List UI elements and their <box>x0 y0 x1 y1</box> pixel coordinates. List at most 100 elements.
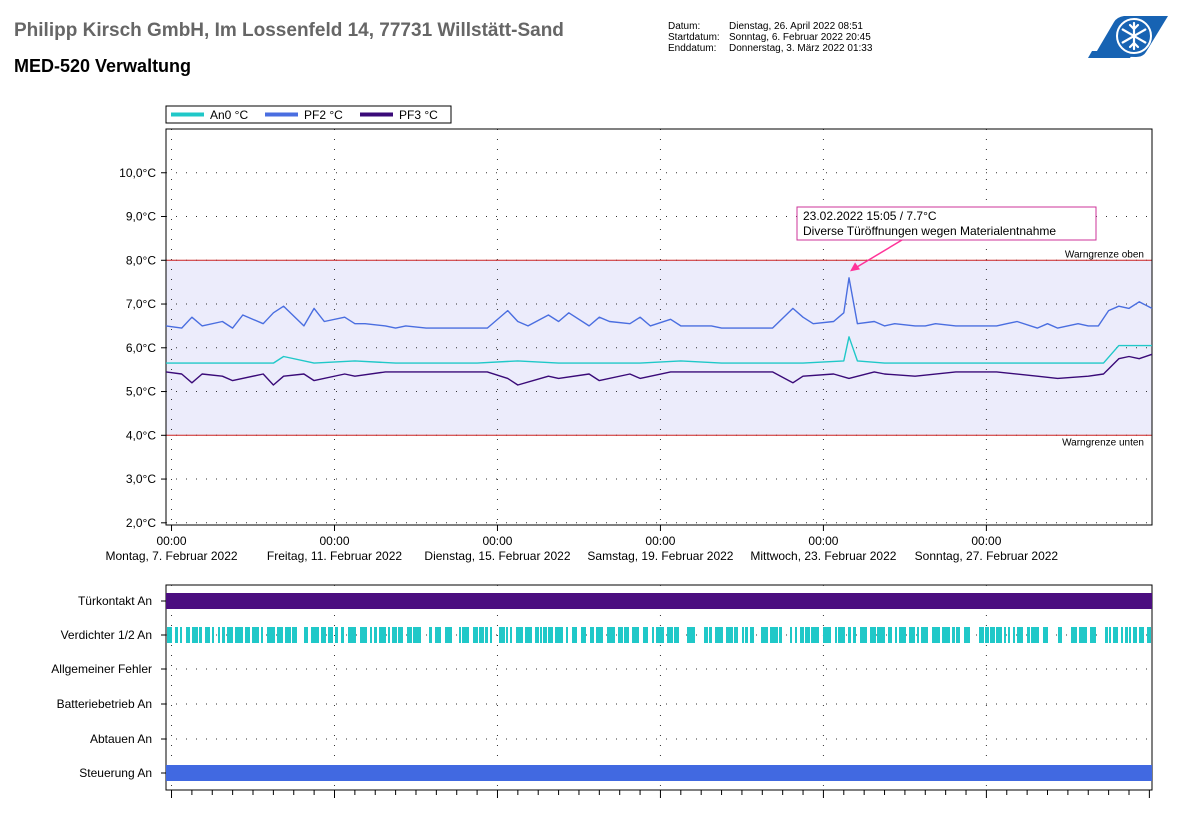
track-pulse <box>388 627 390 643</box>
track-pulse <box>1043 627 1048 643</box>
track-pulse <box>770 627 778 643</box>
track-pulse <box>921 627 928 643</box>
track-pulse <box>180 627 182 643</box>
track-pulse <box>341 627 344 643</box>
track-pulse <box>1008 627 1010 643</box>
track-pulse <box>277 627 283 643</box>
track-pulse <box>1071 627 1077 643</box>
track-pulse <box>392 627 397 643</box>
x-tick-time: 00:00 <box>482 534 512 548</box>
track-pulse <box>643 627 648 643</box>
y-tick-label: 2,0°C <box>126 516 156 530</box>
track-pulse <box>566 627 568 643</box>
y-tick-label: 6,0°C <box>126 341 156 355</box>
track-pulse <box>186 627 190 643</box>
x-tick-time: 00:00 <box>645 534 675 548</box>
series-line-an0 <box>166 336 1152 364</box>
warn-label-lower: Warngrenze unten <box>1062 437 1144 448</box>
track-pulse <box>245 627 250 643</box>
track-pulse <box>311 627 319 643</box>
meta-label: Enddatum: <box>668 43 717 54</box>
track-pulse <box>823 627 831 643</box>
track-pulse <box>687 627 695 643</box>
track-pulse <box>917 627 919 643</box>
meta-value: Dienstag, 26. April 2022 08:51 <box>729 21 863 32</box>
x-tick-time: 00:00 <box>157 534 187 548</box>
track-pulse <box>1004 627 1006 643</box>
meta-row-enddatum: Enddatum: Donnerstag, 3. März 2022 01:33 <box>668 43 872 54</box>
track-pulse <box>618 627 623 643</box>
meta-row-startdatum: Startdatum: Sonntag, 6. Februar 2022 20:… <box>668 32 872 43</box>
track-pulse <box>227 627 233 643</box>
x-tick-time: 00:00 <box>971 534 1001 548</box>
track-pulse <box>490 627 492 643</box>
track-pulse <box>750 627 754 643</box>
y-tick-label: 7,0°C <box>126 297 156 311</box>
track-pulse <box>1013 627 1015 643</box>
y-tick-label: 10,0°C <box>119 166 156 180</box>
track-pulse <box>860 627 867 643</box>
x-tick-date: Freitag, 11. Februar 2022 <box>267 549 403 563</box>
track-pulse <box>888 627 892 643</box>
track-pulse <box>848 627 851 643</box>
track-label: Verdichter 1/2 An <box>61 628 152 642</box>
track-pulse <box>790 627 792 643</box>
track-pulse <box>479 627 484 643</box>
track-pulse <box>292 627 297 643</box>
track-pulse <box>979 627 984 643</box>
x-tick-date: Montag, 7. Februar 2022 <box>105 549 237 563</box>
track-pulse <box>853 627 856 643</box>
track-pulse <box>899 627 906 643</box>
track-pulse <box>795 627 797 643</box>
track-pulse <box>1027 627 1030 643</box>
meta-value: Sonntag, 6. Februar 2022 20:45 <box>729 32 871 43</box>
company-name: Philipp Kirsch GmbH, Im Lossenfeld 14, 7… <box>14 20 564 41</box>
track-label: Türkontakt An <box>78 594 152 608</box>
track-pulse <box>429 627 432 643</box>
y-tick-label: 5,0°C <box>126 385 156 399</box>
track-pulse <box>506 627 508 643</box>
track-pulse <box>811 627 819 643</box>
track-pulse <box>942 627 950 643</box>
x-tick-date: Mittwoch, 23. Februar 2022 <box>750 549 896 563</box>
track-pulse <box>985 627 989 643</box>
track-pulse <box>674 627 679 643</box>
track-pulse <box>374 627 377 643</box>
annotation-line1: 23.02.2022 15:05 / 7.7°C <box>803 209 937 223</box>
track-pulse <box>726 627 733 643</box>
track-pulse <box>199 627 202 643</box>
track-pulse <box>1129 627 1131 643</box>
track-pulse <box>709 627 712 643</box>
track-pulse <box>734 627 738 643</box>
track-pulse <box>667 627 673 643</box>
track-pulse <box>167 627 172 643</box>
track-pulse <box>192 627 198 643</box>
legend-label-pf3: PF3 °C <box>399 108 438 122</box>
track-pulse <box>1079 627 1087 643</box>
track-pulse <box>590 627 594 643</box>
track-pulse <box>996 627 1002 643</box>
track-pulse <box>1031 627 1039 643</box>
series-line-pf2 <box>165 277 1153 329</box>
track-pulse <box>1058 627 1062 643</box>
track-pulse <box>596 627 603 643</box>
temperature-plot: Warngrenze oben Warngrenze unten 2,0°C 3,0°… <box>105 128 1153 563</box>
track-label: Allgemeiner Fehler <box>51 662 152 676</box>
track-pulse <box>607 627 615 643</box>
track-pulse <box>285 627 291 643</box>
track-pulse <box>761 627 768 643</box>
track-pulse <box>304 627 308 643</box>
track-pulse <box>1017 627 1023 643</box>
track-pulse <box>652 627 654 643</box>
track-pulse <box>222 627 225 643</box>
snowflake-logo-icon <box>1088 16 1168 58</box>
legend-label-pf2: PF2 °C <box>304 108 343 122</box>
track-pulse <box>261 627 263 643</box>
track-pulse <box>175 627 178 643</box>
track-pulse <box>321 627 326 643</box>
track-pulse <box>535 627 539 643</box>
track-label: Batteriebetrieb An <box>57 697 152 711</box>
track-pulse <box>656 627 664 643</box>
track-pulse <box>1113 627 1118 643</box>
meta-value: Donnerstag, 3. März 2022 01:33 <box>729 43 873 54</box>
